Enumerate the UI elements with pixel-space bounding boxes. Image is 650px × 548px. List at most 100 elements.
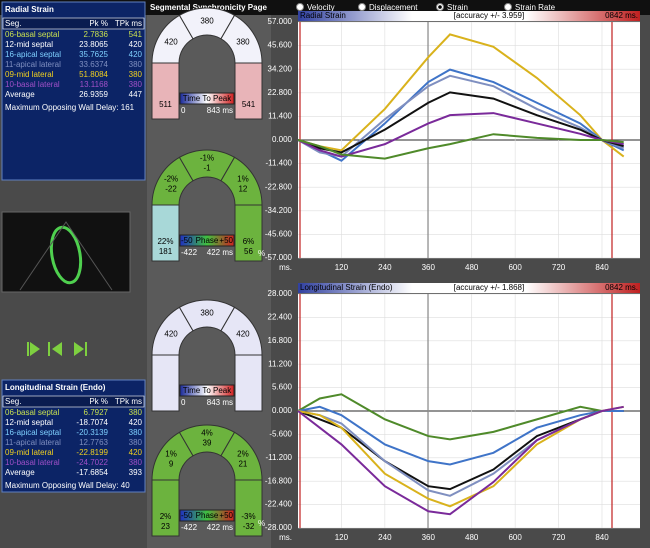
table-panel [1,1,146,181]
table-cell: 06-basal septal [5,30,59,39]
table-cell: 420 [129,418,143,427]
arch-leg[interactable] [151,204,180,262]
table-cell: 09-mid lateral [5,70,54,79]
radio-button[interactable] [296,3,304,11]
radio-button[interactable] [504,3,512,11]
table-cell: 09-mid lateral [5,448,54,457]
unit-label: % [258,249,265,258]
column-header: TPk ms [115,19,142,28]
column-header: Pk % [89,19,108,28]
y-tick-label: -57.000 [265,253,293,262]
table-cell: 380 [129,438,143,447]
scale-inner: +50 [219,511,233,520]
table-cell: 10-basal lateral [5,80,60,89]
playback-controls[interactable] [27,342,87,356]
arch-leg[interactable] [151,479,180,537]
table-average: 26.9359 [79,90,108,99]
y-tick-label: -22.800 [265,182,293,191]
x-tick-label: 480 [465,263,479,272]
table-cell: 12.7763 [79,438,108,447]
scale-end: 0 [181,398,186,407]
x-tick-label: 840 [595,263,609,272]
table-average: 393 [129,468,143,477]
scale-end: 843 ms [207,398,233,407]
table-cell: 10-basal lateral [5,458,60,467]
scale-title: Phase [196,236,219,245]
table-cell: 380 [129,80,143,89]
column-header: Seg. [5,397,21,406]
scale-end: 843 ms [207,106,233,115]
scale-end: 0 [181,106,186,115]
radio-label[interactable]: Strain Rate [515,3,556,12]
y-tick-label: 0.000 [272,406,293,415]
table-cell: 16-apical septal [5,428,61,437]
y-tick-label: -5.600 [269,430,292,439]
segment-value: 380 [200,309,214,318]
segment-value: -22 [165,184,177,193]
back-bar [48,342,50,356]
x-tick-label: 120 [335,263,349,272]
series-line [297,405,624,516]
table-cell: 541 [129,30,143,39]
y-tick-label: -34.200 [265,206,293,215]
y-tick-label: -45.600 [265,230,293,239]
arch-leg[interactable] [151,354,180,412]
forward-button[interactable] [74,342,84,356]
forward-bar [85,342,87,356]
segment-value: 420 [236,329,250,338]
echo-sector [19,221,113,291]
y-tick-label: 28.000 [268,289,293,298]
series-line [297,33,625,158]
chart-header [298,283,640,293]
segment-value: -1 [203,164,211,173]
segment-value: 181 [159,247,173,256]
chart-accuracy: [accuracy +/- 3.959] [454,11,524,20]
table-cell: 420 [129,40,143,49]
radio-button[interactable] [358,3,366,11]
unit-label: % [258,519,265,528]
table-cell: -22.8199 [76,448,108,457]
wall-delay: Maximum Opposing Wall Delay: 40 [5,481,130,490]
x-tick-label: 720 [552,533,566,542]
series-line [297,133,624,160]
x-tick-label: 840 [595,533,609,542]
scale-bar [179,384,235,397]
y-tick-label: -16.800 [265,476,293,485]
y-tick-label: 45.600 [268,41,293,50]
scale-end: 422 ms [207,523,233,532]
play-button[interactable] [30,342,40,356]
segment-value: -32 [243,522,255,531]
table-cell: 16-apical septal [5,50,61,59]
table-title: Longitudinal Strain (Endo) [5,383,106,392]
segment-value: 21 [238,459,247,468]
y-tick-label: 57.000 [268,17,293,26]
arch-leg[interactable] [234,62,263,120]
arch-leg[interactable] [234,479,263,537]
echo-image[interactable] [1,211,131,293]
x-tick-label: 360 [422,263,436,272]
echo-contour [49,225,83,285]
arch-leg[interactable] [151,62,180,120]
scale-inner: -50 [181,511,193,520]
back-button[interactable] [52,342,62,356]
table-cell: 12-mid septal [5,40,53,49]
y-tick-label: -11.400 [265,159,292,168]
x-tick-label: 240 [378,263,392,272]
arch-leg[interactable] [234,354,263,412]
radio-label[interactable]: Strain [447,3,468,12]
segment-value: 9 [169,459,174,468]
series-line [297,112,624,158]
segment-percent: 22% [157,237,173,246]
scale-bar [179,234,235,247]
scale-bar [179,92,235,105]
table-cell: 420 [129,50,143,59]
segment-value: 23 [161,522,170,531]
radio-label[interactable]: Displacement [369,3,418,12]
y-tick-label: 22.800 [268,88,293,97]
x-tick-label: 600 [508,533,522,542]
arch-leg[interactable] [234,204,263,262]
radio-label[interactable]: Velocity [307,3,335,12]
segment-percent: 2% [237,449,249,458]
x-tick-label: 480 [465,533,479,542]
